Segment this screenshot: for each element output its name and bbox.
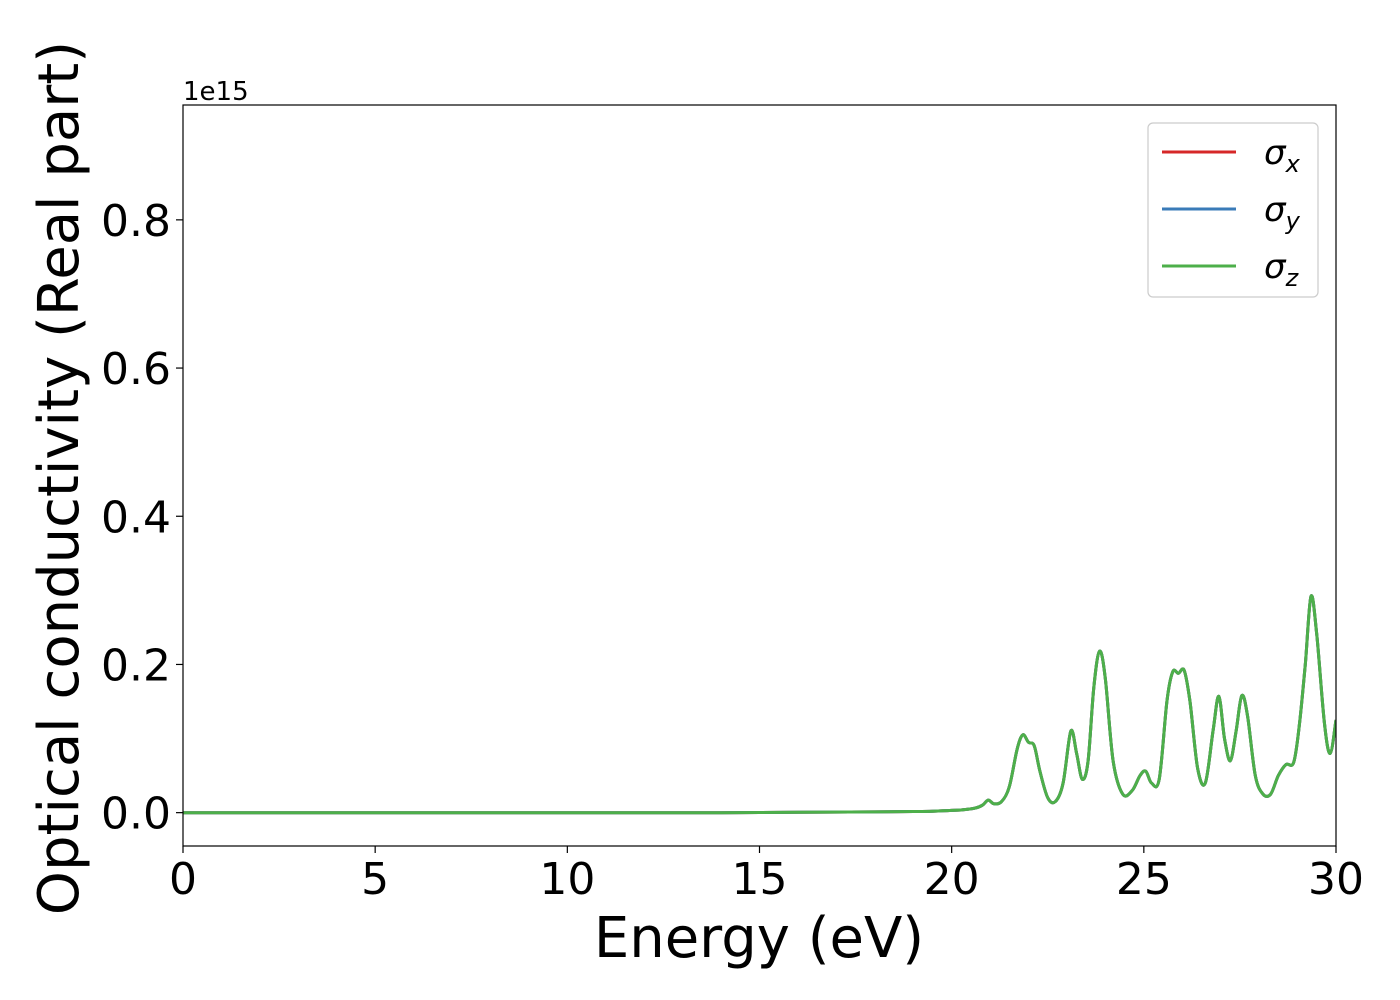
x-tick-label: 30	[1308, 854, 1364, 905]
x-tick-label: 15	[732, 854, 788, 905]
legend-label-x: σx	[1264, 133, 1301, 178]
x-tick-label: 20	[924, 854, 980, 905]
y-offset-label: 1e15	[183, 77, 249, 107]
legend-label-y: σy	[1264, 190, 1301, 235]
y-tick-label: 0.6	[101, 344, 171, 395]
legend: σx σy σz	[1147, 122, 1319, 298]
y-axis-label: Optical conductivity (Real part)	[27, 41, 92, 915]
series-line-sigma-z	[183, 594, 1336, 815]
x-axis-label: Energy (eV)	[594, 906, 924, 971]
x-tick-label: 5	[361, 854, 389, 905]
x-tick-label: 10	[539, 854, 595, 905]
x-axis-ticks: 0 5 10 15 20 25 30	[169, 846, 1364, 905]
y-tick-label: 0.2	[101, 640, 171, 691]
y-axis-ticks: 0.0 0.2 0.4 0.6 0.8	[101, 196, 183, 840]
y-tick-label: 0.4	[101, 492, 171, 543]
y-tick-label: 0.8	[101, 196, 171, 247]
x-tick-label: 0	[169, 854, 197, 905]
plot-area	[183, 105, 1336, 846]
x-tick-label: 25	[1116, 854, 1172, 905]
series-layer	[183, 594, 1336, 815]
legend-label-z: σz	[1264, 247, 1300, 292]
y-tick-label: 0.0	[101, 789, 171, 840]
